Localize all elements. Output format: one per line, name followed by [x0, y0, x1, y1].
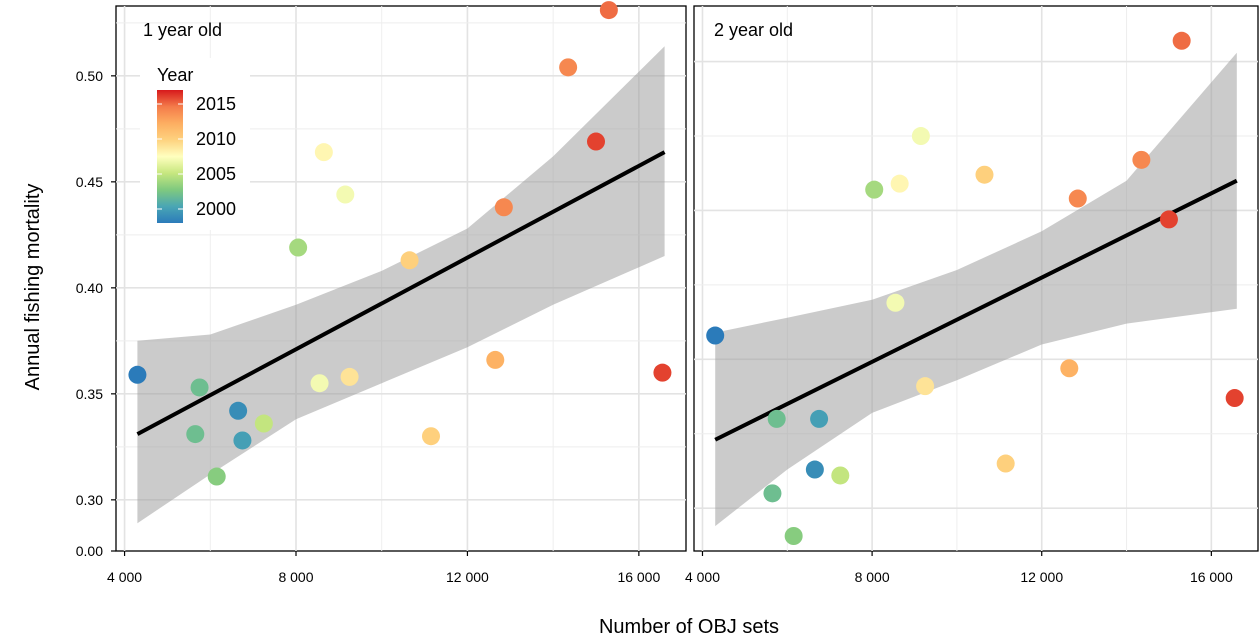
data-point [190, 378, 209, 397]
panel-1-x-ticks: 4 000 8 000 12 000 16 000 [107, 551, 660, 585]
panel-2-title: 2 year old [714, 20, 793, 40]
panel-1-ci [137, 46, 665, 524]
data-point [1172, 31, 1191, 50]
panel-1-y-ticks: 0.30 0.35 0.40 0.45 0.50 0.00 [76, 68, 116, 559]
panel-1-points [128, 1, 672, 486]
x-tick-label: 16 000 [1190, 569, 1233, 585]
data-point [1159, 210, 1178, 229]
confidence-band [715, 52, 1237, 527]
data-point [587, 132, 605, 151]
data-point [1132, 150, 1151, 169]
panel-2-fit [714, 178, 1238, 442]
x-tick-label: 12 000 [1020, 569, 1063, 585]
panel-2-points [706, 31, 1244, 545]
y-tick-label-break: 0.00 [76, 543, 103, 559]
panel-1-title: 1 year old [143, 20, 222, 40]
legend-labels: 2015 2010 2005 2000 [157, 94, 236, 219]
y-tick-label: 0.45 [76, 174, 103, 190]
panel-2-x-ticks: 4 000 8 000 12 000 16 000 [685, 551, 1233, 585]
data-point [706, 326, 725, 345]
y-tick-label: 0.35 [76, 386, 103, 402]
data-point [128, 365, 147, 384]
data-point [1225, 389, 1244, 408]
data-point [233, 431, 252, 450]
x-tick-label: 8 000 [278, 569, 313, 585]
data-point [559, 58, 578, 77]
x-axis-title: Number of OBJ sets [599, 616, 779, 638]
year-legend: Year 2015 2010 2005 2000 [140, 58, 250, 230]
data-point [975, 165, 994, 184]
legend-label-2005: 2005 [196, 164, 236, 184]
data-point [207, 467, 226, 486]
data-point [916, 377, 935, 396]
x-tick-label: 12 000 [446, 569, 489, 585]
data-point [831, 466, 850, 485]
data-point [340, 367, 359, 386]
data-point [1060, 359, 1079, 378]
data-point [400, 251, 419, 270]
data-point [911, 127, 930, 146]
data-point [996, 454, 1015, 473]
confidence-band [137, 46, 665, 524]
data-point [186, 425, 205, 444]
panel-1: 4 000 8 000 12 000 16 000 0.300.350.400.450… [76, 1, 687, 585]
data-point [310, 374, 329, 393]
legend-title: Year [157, 65, 193, 85]
y-axis-title: Annual fishing mortality [22, 184, 44, 391]
legend-colorbar [157, 90, 183, 223]
data-point [254, 414, 273, 433]
data-point [1068, 189, 1087, 208]
data-point [805, 460, 824, 479]
data-point [865, 180, 884, 199]
data-point [422, 427, 440, 446]
data-point [336, 185, 355, 204]
data-point [229, 401, 248, 420]
data-point [763, 484, 782, 503]
y-tick-label: 0.50 [76, 68, 103, 84]
data-point [486, 350, 505, 369]
data-point [886, 293, 905, 312]
x-tick-label: 16 000 [617, 569, 660, 585]
data-point [314, 143, 333, 162]
x-tick-label: 4 000 [685, 569, 720, 585]
data-point [653, 363, 672, 382]
x-tick-label: 8 000 [855, 569, 890, 585]
data-point [890, 174, 909, 193]
data-point [810, 409, 829, 428]
panel-1-fit [136, 150, 666, 436]
y-tick-label: 0.30 [76, 492, 103, 508]
data-point [289, 238, 308, 257]
data-point [784, 527, 803, 545]
data-point [494, 198, 513, 217]
legend-label-2010: 2010 [196, 129, 236, 149]
regression-line [714, 178, 1238, 442]
data-point [767, 409, 786, 428]
panel-2: 4 000 8 000 12 000 16 000 2 year old [685, 5, 1259, 585]
data-point [599, 1, 618, 20]
x-tick-label: 4 000 [107, 569, 142, 585]
legend-label-2015: 2015 [196, 94, 236, 114]
legend-label-2000: 2000 [196, 199, 236, 219]
regression-line [136, 150, 666, 436]
panel-2-ci [715, 52, 1237, 527]
y-tick-label: 0.40 [76, 280, 103, 296]
